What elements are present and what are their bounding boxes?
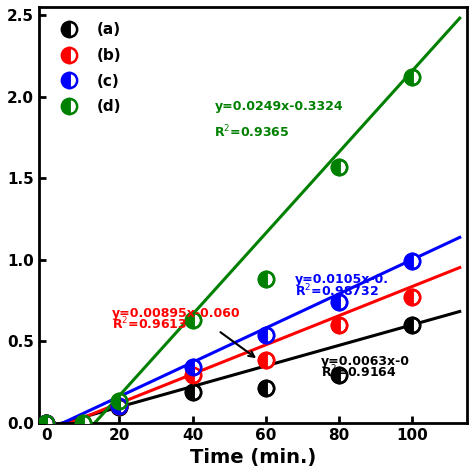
Text: y=0.00895x-0.060: y=0.00895x-0.060 [112, 308, 241, 320]
Text: R$^2$=0.9164: R$^2$=0.9164 [320, 364, 396, 380]
Text: R$^2$=0.9365: R$^2$=0.9365 [215, 124, 290, 140]
Text: R$^2$=0.98732: R$^2$=0.98732 [295, 283, 379, 299]
Text: y=0.0249x-0.3324: y=0.0249x-0.3324 [215, 100, 343, 113]
Text: y=0.0105x-0.: y=0.0105x-0. [295, 273, 389, 286]
X-axis label: Time (min.): Time (min.) [190, 448, 316, 467]
Text: y=0.0063x-0: y=0.0063x-0 [320, 355, 410, 368]
Text: R$^2$=0.9613: R$^2$=0.9613 [112, 315, 187, 332]
Legend: (a), (b), (c), (d): (a), (b), (c), (d) [46, 15, 129, 122]
